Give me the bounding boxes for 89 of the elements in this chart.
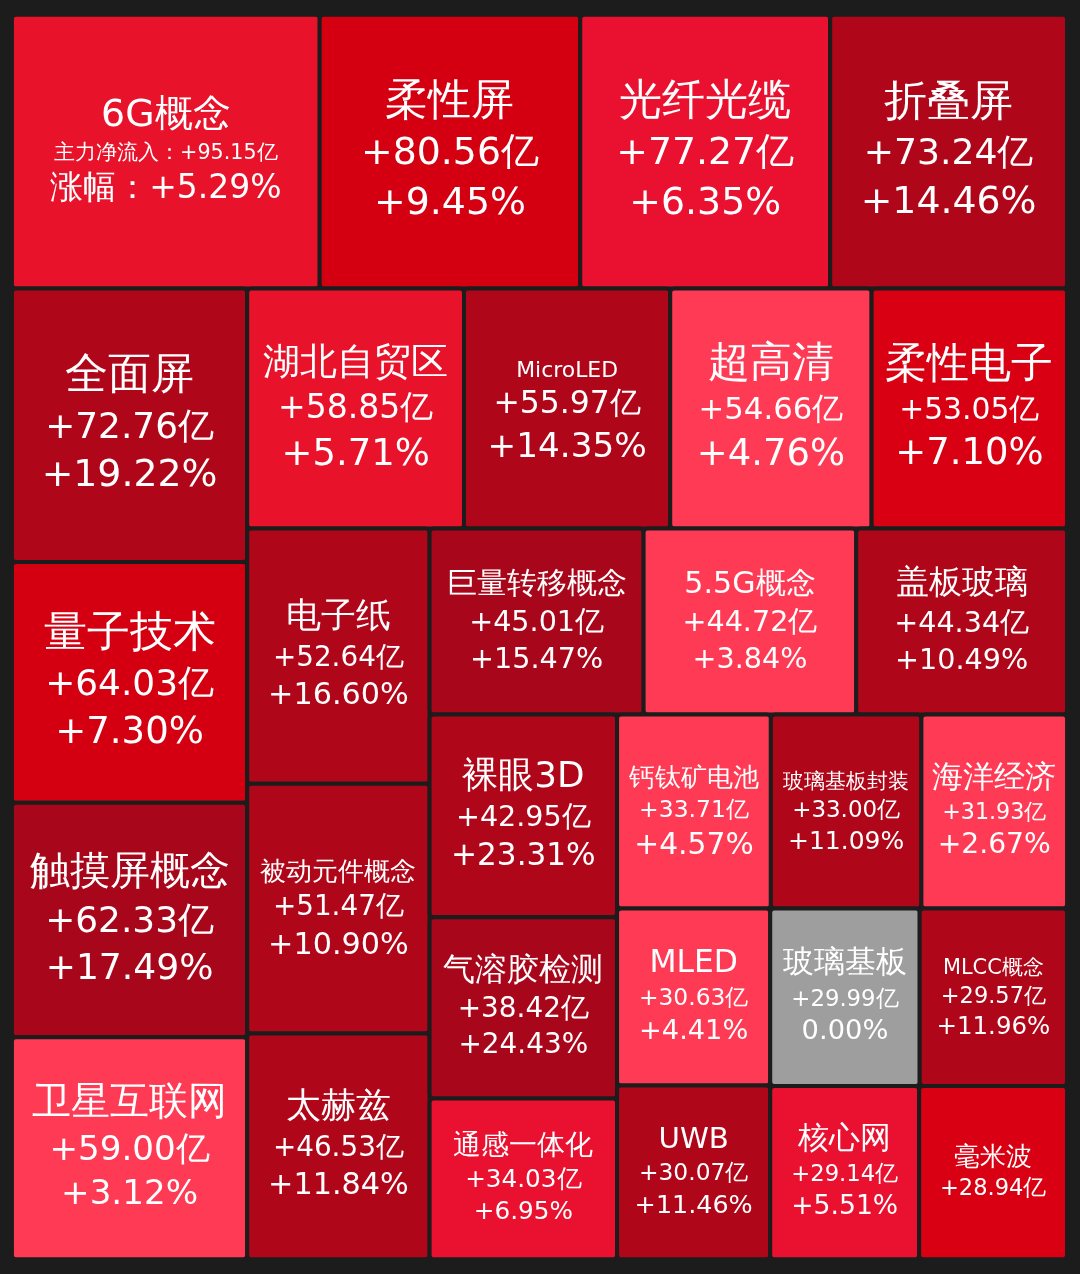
category-label: 海洋经济	[932, 757, 1057, 794]
data-label: +59.00亿	[49, 1127, 210, 1168]
category-label: 玻璃基板	[782, 943, 907, 980]
data-label: +64.03亿	[45, 662, 214, 704]
category-label: 触摸屏概念	[29, 846, 230, 893]
data-label: +9.45%	[374, 178, 526, 223]
category-label: 玻璃基板封装	[783, 767, 910, 793]
category-label: MLED	[649, 942, 738, 979]
data-label: +77.27亿	[616, 129, 795, 174]
category-label: MicroLED	[516, 356, 619, 382]
data-label: +4.57%	[634, 825, 754, 861]
data-label: +28.94亿	[939, 1174, 1047, 1201]
data-label: +33.71亿	[639, 795, 749, 824]
data-label: +31.93亿	[942, 798, 1047, 825]
data-label: +53.05亿	[899, 390, 1040, 426]
data-label: +4.41%	[639, 1014, 749, 1046]
data-label: +45.01亿	[469, 604, 605, 639]
category-label: 盖板玻璃	[895, 561, 1028, 601]
category-label: 卫星互联网	[32, 1078, 228, 1124]
category-label: 柔性屏	[385, 73, 515, 124]
data-label: +7.30%	[55, 708, 204, 752]
category-label: MLCC概念	[943, 954, 1044, 979]
data-label: +54.66亿	[698, 390, 844, 427]
category-label: 核心网	[797, 1120, 892, 1156]
category-label: 全面屏	[65, 348, 195, 399]
data-label: +19.22%	[41, 450, 218, 495]
data-label: +72.76亿	[45, 405, 214, 447]
data-label: +46.53亿	[272, 1129, 404, 1163]
data-label: +17.49%	[45, 946, 214, 989]
data-label: +30.63亿	[638, 983, 749, 1012]
data-label: +42.95亿	[455, 799, 591, 834]
data-label: +44.72亿	[682, 603, 818, 638]
data-label: +55.97亿	[493, 384, 641, 421]
data-label: +3.12%	[61, 1172, 199, 1213]
category-label: 5.5G概念	[684, 564, 816, 600]
data-label: +62.33亿	[45, 899, 214, 941]
data-label: +11.09%	[788, 826, 905, 856]
category-label: 钙钛矿电池	[627, 762, 759, 793]
data-label: +14.46%	[860, 177, 1037, 222]
data-label: +15.47%	[470, 641, 604, 676]
category-label: 柔性电子	[885, 337, 1054, 387]
data-label: +11.96%	[936, 1010, 1051, 1040]
category-label: 太赫兹	[285, 1085, 391, 1126]
data-label: +33.00亿	[792, 796, 901, 823]
data-label: +10.49%	[895, 642, 1029, 677]
category-label: 裸眼3D	[462, 753, 585, 795]
data-label: +73.24亿	[863, 130, 1034, 174]
category-label: 被动元件概念	[260, 856, 417, 887]
data-label: +34.03亿	[465, 1164, 582, 1193]
data-label: +7.10%	[895, 430, 1044, 474]
data-label: +2.67%	[937, 827, 1051, 861]
data-label: +29.57亿	[940, 982, 1046, 1009]
data-label: +6.95%	[473, 1196, 573, 1226]
data-label: 主力净流入：+95.15亿	[54, 140, 278, 165]
category-label: 气溶胶检测	[443, 950, 604, 989]
category-label: 巨量转移概念	[446, 564, 627, 600]
category-label: 毫米波	[954, 1140, 1033, 1171]
category-label: 6G概念	[101, 91, 231, 136]
data-label: 涨幅：+5.29%	[50, 167, 282, 207]
category-label: 光纤光缆	[619, 73, 792, 124]
data-label: +29.14亿	[791, 1159, 899, 1186]
data-label: +11.46%	[634, 1189, 753, 1220]
data-label: +10.90%	[268, 925, 409, 961]
category-label: 电子纸	[285, 594, 391, 635]
category-label: 湖北自贸区	[263, 339, 449, 383]
data-label: +14.35%	[487, 425, 647, 466]
data-label: +6.35%	[629, 178, 782, 223]
category-label: 超高清	[707, 336, 834, 386]
data-label: +23.31%	[451, 836, 596, 873]
data-label: +24.43%	[458, 1027, 589, 1061]
data-label: +38.42亿	[457, 991, 589, 1025]
data-label: +5.71%	[281, 430, 430, 474]
data-label: +51.47亿	[272, 889, 404, 923]
data-label: +4.76%	[696, 431, 846, 475]
data-label: +30.07亿	[638, 1158, 749, 1187]
data-label: +11.84%	[268, 1166, 409, 1202]
data-label: +3.84%	[692, 641, 808, 676]
data-label: +80.56亿	[361, 129, 539, 174]
data-label: +5.51%	[791, 1188, 899, 1220]
category-label: 折叠屏	[884, 74, 1014, 125]
data-label: +44.34亿	[894, 604, 1030, 639]
data-label: 0.00%	[801, 1014, 889, 1046]
category-label: 量子技术	[43, 606, 216, 657]
category-label: 通感一体化	[453, 1128, 594, 1162]
data-label: +52.64亿	[272, 639, 404, 673]
data-label: +16.60%	[268, 676, 409, 712]
data-label: +58.85亿	[277, 387, 434, 427]
category-label: UWB	[658, 1121, 729, 1156]
data-label: +29.99亿	[791, 984, 899, 1011]
